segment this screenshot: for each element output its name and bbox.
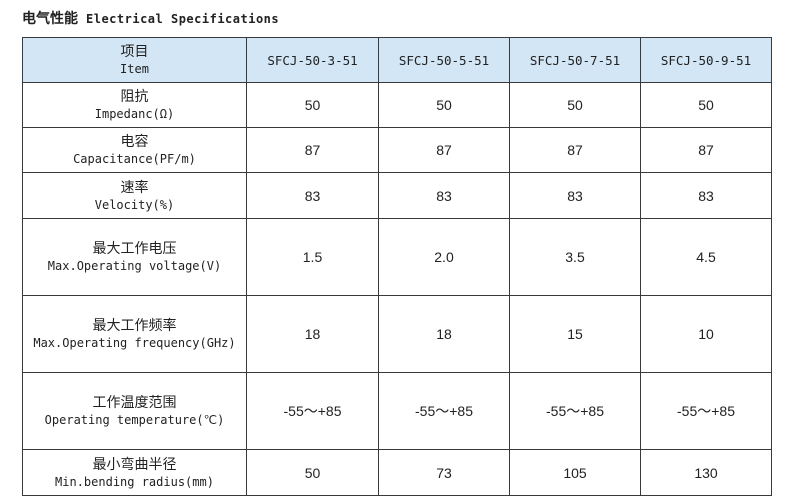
value-cell: -55～+85 <box>247 373 379 450</box>
row-label-max-frequency: 最大工作频率 Max.Operating frequency(GHz) <box>23 296 247 373</box>
label-en: Max.Operating frequency(GHz) <box>33 336 236 350</box>
label-en: Impedanc(Ω) <box>94 107 175 121</box>
row-label-velocity: 速率 Velocity(%) <box>23 173 247 219</box>
row-label-max-voltage: 最大工作电压 Max.Operating voltage(V) <box>23 219 247 296</box>
header-model-2: SFCJ-50-5-51 <box>379 38 510 83</box>
value-cell: 18 <box>247 296 379 373</box>
label-en: Min.bending radius(mm) <box>55 474 214 489</box>
value-cell: -55～+85 <box>510 373 641 450</box>
label-cn: 阻抗 <box>120 89 149 105</box>
value-cell: 4.5 <box>641 219 772 296</box>
value-cell: 83 <box>247 173 379 219</box>
value-cell: 18 <box>379 296 510 373</box>
value-cell: 2.0 <box>379 219 510 296</box>
row-label-capacitance: 电容 Capacitance(PF/m) <box>23 128 247 173</box>
label-cn: 最大工作频率 <box>92 318 177 334</box>
row-label-bending-radius: 最小弯曲半径 Min.bending radius(mm) <box>23 450 247 496</box>
electrical-spec-table: 项目 Item SFCJ-50-3-51 SFCJ-50-5-51 SFCJ-5… <box>22 37 772 496</box>
row-label-temperature: 工作温度范围 Operating temperature(℃) <box>23 373 247 450</box>
value-cell: 10 <box>641 296 772 373</box>
value-cell: 50 <box>247 450 379 496</box>
value-cell: -55～+85 <box>641 373 772 450</box>
header-item-en: Item <box>120 62 149 76</box>
value-cell: 83 <box>510 173 641 219</box>
label-cn: 工作温度范围 <box>92 395 177 411</box>
row-label-impedance: 阻抗 Impedanc(Ω) <box>23 83 247 128</box>
header-item-cn: 项目 <box>120 44 149 60</box>
label-cn: 最小弯曲半径 <box>92 456 177 473</box>
header-item-cell: 项目 Item <box>23 38 247 83</box>
label-cn: 速率 <box>120 179 149 196</box>
value-cell: 50 <box>510 83 641 128</box>
page-title: 电气性能 Electrical Specifications <box>22 8 279 30</box>
title-en: Electrical Specifications <box>86 12 280 26</box>
value-cell: 130 <box>641 450 772 496</box>
value-cell: 3.5 <box>510 219 641 296</box>
value-cell: 83 <box>641 173 772 219</box>
value-cell: 87 <box>510 128 641 173</box>
value-cell: 50 <box>641 83 772 128</box>
value-cell: 87 <box>641 128 772 173</box>
header-model-4: SFCJ-50-9-51 <box>641 38 772 83</box>
value-cell: 87 <box>379 128 510 173</box>
label-cn: 电容 <box>120 134 149 150</box>
label-en: Max.Operating voltage(V) <box>47 259 222 273</box>
value-cell: 50 <box>379 83 510 128</box>
value-cell: 83 <box>379 173 510 219</box>
value-cell: 1.5 <box>247 219 379 296</box>
value-cell: 105 <box>510 450 641 496</box>
label-en: Velocity(%) <box>94 197 175 212</box>
title-cn: 电气性能 <box>22 11 78 27</box>
label-en: Operating temperature(℃) <box>44 413 225 427</box>
value-cell: 87 <box>247 128 379 173</box>
header-model-1: SFCJ-50-3-51 <box>247 38 379 83</box>
value-cell: -55～+85 <box>379 373 510 450</box>
label-cn: 最大工作电压 <box>92 241 177 257</box>
value-cell: 73 <box>379 450 510 496</box>
label-en: Capacitance(PF/m) <box>73 152 196 166</box>
header-model-3: SFCJ-50-7-51 <box>510 38 641 83</box>
value-cell: 15 <box>510 296 641 373</box>
value-cell: 50 <box>247 83 379 128</box>
